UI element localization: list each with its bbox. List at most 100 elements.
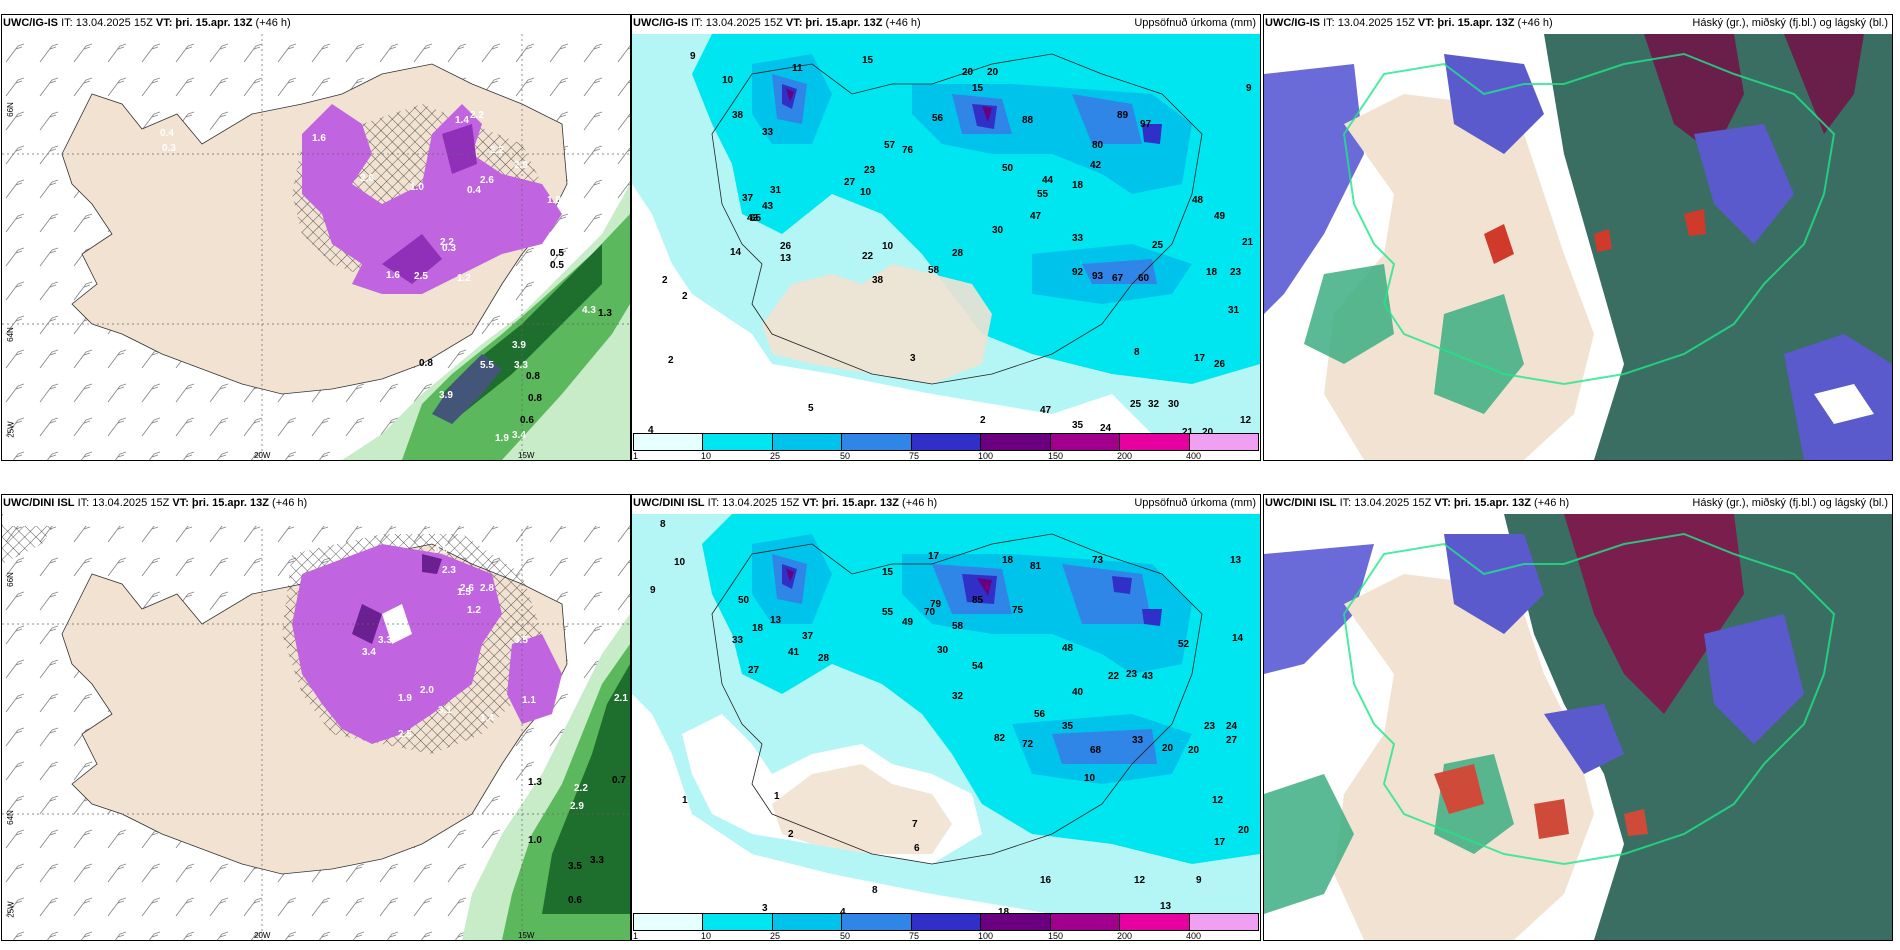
axis-label-20w: 20W bbox=[254, 931, 271, 940]
precip-value: 16 bbox=[1040, 875, 1052, 886]
precip-value: 76 bbox=[902, 145, 914, 156]
wind-value: 1.6 bbox=[386, 270, 400, 281]
precip-value: 18 bbox=[1002, 555, 1014, 566]
wind-value: 4.3 bbox=[582, 305, 596, 316]
wind-value: 2.2 bbox=[470, 110, 484, 121]
precip-value: 55 bbox=[882, 607, 894, 618]
precip-value: 55 bbox=[1037, 189, 1049, 200]
precip-value: 49 bbox=[1214, 211, 1226, 222]
wind-value: 1.4 bbox=[480, 713, 494, 724]
colorbar-label: 200 bbox=[1117, 931, 1133, 941]
wind-value: 3.3 bbox=[590, 855, 604, 866]
precip-value: 20 bbox=[1162, 743, 1174, 754]
precip-value: 15 bbox=[882, 567, 894, 578]
precip-value: 67 bbox=[1112, 273, 1124, 284]
wind-value: 2.0 bbox=[420, 685, 434, 696]
colorbar-label: 75 bbox=[909, 931, 920, 941]
precip-value: 50 bbox=[1002, 163, 1014, 174]
precip-value: 20 bbox=[1202, 427, 1214, 438]
precip-value: 17 bbox=[928, 551, 940, 562]
wind-value: 0.5 bbox=[550, 248, 564, 259]
wind-value: 1.9 bbox=[495, 433, 509, 444]
panel-header: UWC/DINI ISL IT: 13.04.2025 15Z VT: þri.… bbox=[3, 496, 628, 526]
colorbar-swatch bbox=[1050, 434, 1121, 450]
wind-value: 2.2 bbox=[574, 783, 588, 794]
precip-value: 89 bbox=[1117, 110, 1129, 121]
wind-value: 1.3 bbox=[598, 308, 612, 319]
precip-value: 23 bbox=[1230, 267, 1242, 278]
precip-value: 58 bbox=[952, 621, 964, 632]
precip-value: 65 bbox=[750, 213, 762, 224]
panel-wind-dini-isl: UWC/DINI ISL IT: 13.04.2025 15Z VT: þri.… bbox=[1, 494, 631, 941]
colorbar-swatch bbox=[703, 434, 773, 450]
wind-value: 1.8 bbox=[547, 195, 561, 206]
wind-value: 0.6 bbox=[520, 415, 534, 426]
panel-wind-ig-is: UWC/IG-IS IT: 13.04.2025 15Z VT: þri. 15… bbox=[1, 14, 631, 461]
precip-value: 32 bbox=[952, 691, 964, 702]
colorbar-swatch bbox=[842, 434, 912, 450]
precip-value: 9 bbox=[1246, 83, 1252, 94]
wind-value: 3.1 bbox=[438, 705, 452, 716]
precip-value: 14 bbox=[1232, 633, 1244, 644]
wind-value: 0.5 bbox=[550, 260, 564, 271]
precip-value: 9 bbox=[1196, 875, 1202, 886]
colorbar-label: 50 bbox=[840, 931, 851, 941]
panel-header: UWC/IG-IS IT: 13.04.2025 15Z VT: þri. 15… bbox=[633, 16, 1258, 34]
colorbar-swatch bbox=[772, 914, 843, 930]
precip-value: 28 bbox=[818, 653, 830, 664]
wind-value: 2.5 bbox=[398, 729, 412, 740]
wind-value: 2.1 bbox=[614, 693, 628, 704]
colorbar-swatch bbox=[911, 434, 982, 450]
precip-value: 79 bbox=[930, 599, 942, 610]
colorbar-swatch bbox=[634, 914, 704, 930]
precip-value: 25 bbox=[1152, 240, 1164, 251]
precip-value: 70 bbox=[924, 607, 936, 618]
colorbar-label: 10 bbox=[701, 451, 712, 461]
precip-value: 13 bbox=[1160, 901, 1172, 912]
wind-value: 1.0 bbox=[528, 835, 542, 846]
colorbar: 1 10 25 50 75 100 150 200 400 bbox=[633, 913, 1259, 941]
panel-header: UWC/DINI ISL IT: 13.04.2025 15Z VT: þri.… bbox=[633, 496, 1258, 514]
precip-value: 20 bbox=[1238, 825, 1250, 836]
precip-value: 97 bbox=[1140, 119, 1152, 130]
precip-value: 31 bbox=[770, 185, 782, 196]
precip-value: 23 bbox=[1126, 669, 1138, 680]
colorbar-swatches bbox=[633, 433, 1259, 451]
axis-label-15w: 15W bbox=[518, 451, 535, 460]
colorbar-label: 400 bbox=[1186, 931, 1202, 941]
precip-value: 42 bbox=[1090, 160, 1102, 171]
colorbar-swatches bbox=[633, 913, 1259, 931]
precip-value: 8 bbox=[872, 885, 878, 896]
colorbar-label: 150 bbox=[1048, 931, 1064, 941]
precip-value: 40 bbox=[1072, 687, 1084, 698]
wind-value: 2.6 bbox=[480, 175, 494, 186]
wind-value: 2.6 bbox=[360, 173, 374, 184]
wind-value: 0.8 bbox=[528, 393, 542, 404]
precip-value: 24 bbox=[1100, 423, 1112, 434]
colorbar-swatch bbox=[1189, 914, 1258, 930]
axis-label-15w: 15W bbox=[518, 931, 535, 940]
precip-value: 20 bbox=[1188, 745, 1200, 756]
colorbar-label: 1 bbox=[633, 451, 639, 461]
precip-value: 22 bbox=[862, 251, 874, 262]
precip-value: 8 bbox=[1134, 347, 1140, 358]
precip-value: 37 bbox=[802, 631, 814, 642]
precip-value: 12 bbox=[1212, 795, 1224, 806]
precip-value: 37 bbox=[742, 193, 754, 204]
precip-value: 1 bbox=[682, 795, 688, 806]
precip-value: 9 bbox=[690, 51, 696, 62]
map-wind bbox=[2, 34, 630, 460]
precip-value: 27 bbox=[748, 665, 760, 676]
precip-value: 38 bbox=[872, 275, 884, 286]
wind-value: 1.9 bbox=[398, 693, 412, 704]
precip-value: 15 bbox=[972, 83, 984, 94]
precip-value: 20 bbox=[962, 67, 974, 78]
wind-value: 1.4 bbox=[455, 115, 469, 126]
precip-value: 18 bbox=[998, 907, 1010, 918]
precip-value: 10 bbox=[722, 75, 734, 86]
precip-value: 44 bbox=[1042, 175, 1054, 186]
panel-header: UWC/IG-IS IT: 13.04.2025 15Z VT: þri. 15… bbox=[3, 16, 628, 34]
colorbar-swatch bbox=[1120, 434, 1190, 450]
precip-value: 48 bbox=[1192, 195, 1204, 206]
precip-value: 33 bbox=[1132, 735, 1144, 746]
